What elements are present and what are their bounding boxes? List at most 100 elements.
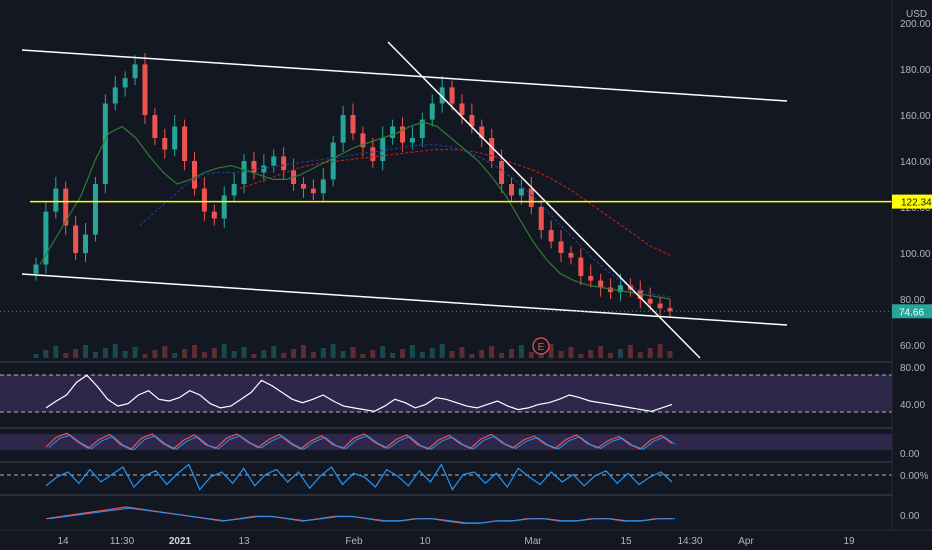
price-tick-label: 60.00 bbox=[900, 341, 925, 352]
candle-body bbox=[43, 211, 49, 265]
level-price-text: 122.34 bbox=[901, 198, 932, 209]
stochastic-level-label: 0.00 bbox=[900, 449, 920, 460]
volume-bar bbox=[330, 344, 336, 358]
volume-bar bbox=[300, 345, 306, 358]
stochastic-signal-line bbox=[48, 434, 676, 451]
moving-average-red bbox=[239, 148, 671, 256]
volume-bar bbox=[518, 345, 524, 358]
rsi-line bbox=[45, 374, 673, 412]
candle-body bbox=[231, 184, 237, 196]
moving-average-green bbox=[39, 121, 671, 300]
volume-bar bbox=[469, 354, 475, 358]
earnings-marker-label: E bbox=[538, 342, 545, 353]
candle-body bbox=[300, 184, 306, 189]
macd-signal-line bbox=[48, 507, 675, 524]
candle-body bbox=[400, 126, 406, 143]
price-tick-label: 100.00 bbox=[900, 249, 931, 260]
volume-bar bbox=[657, 344, 663, 358]
candle-body bbox=[142, 64, 148, 115]
candle-body bbox=[83, 234, 89, 253]
candle-body bbox=[102, 103, 108, 184]
time-label-14: 14 bbox=[57, 536, 69, 547]
time-label-feb: Feb bbox=[345, 536, 363, 547]
rsi-level-label: 40.00 bbox=[900, 400, 925, 411]
time-label-13: 13 bbox=[238, 536, 250, 547]
upper-channel-line[interactable] bbox=[21, 49, 788, 102]
volume-bar bbox=[102, 348, 108, 358]
volume-bar bbox=[449, 351, 455, 358]
price-tick-label: 160.00 bbox=[900, 111, 931, 122]
pane-separators bbox=[0, 361, 932, 496]
volume-bar bbox=[63, 353, 69, 358]
volume-bar bbox=[429, 348, 435, 358]
candle-body bbox=[419, 119, 425, 138]
candle-body bbox=[340, 115, 346, 143]
candle-body bbox=[73, 225, 79, 253]
rsi-pane bbox=[0, 374, 892, 413]
candle-body bbox=[192, 161, 197, 189]
indicator-band bbox=[0, 375, 892, 412]
candle-body bbox=[271, 156, 277, 166]
volume-bar bbox=[33, 354, 39, 358]
volume-bar bbox=[271, 346, 277, 358]
volume-bar bbox=[112, 344, 118, 358]
price-tick-label: 200.00 bbox=[900, 19, 931, 30]
stochastic-line bbox=[45, 432, 673, 451]
candle-body bbox=[390, 126, 396, 138]
volume-bar bbox=[221, 344, 227, 358]
candle-body bbox=[509, 184, 514, 196]
volume-bar bbox=[499, 353, 505, 358]
candle-body bbox=[667, 308, 673, 312]
volume-bar bbox=[92, 352, 98, 358]
candle-body bbox=[122, 78, 128, 88]
downtrend-line[interactable] bbox=[387, 41, 701, 359]
candle-body bbox=[449, 87, 455, 104]
volume-bar bbox=[211, 348, 217, 358]
candle-body bbox=[310, 188, 316, 194]
volume-bar bbox=[617, 349, 623, 358]
volume-bar bbox=[509, 349, 514, 358]
last-price-text: 74.66 bbox=[899, 307, 924, 318]
candle-body bbox=[112, 87, 118, 104]
candle-body bbox=[172, 126, 178, 150]
candle-body bbox=[221, 195, 227, 219]
volume-bar bbox=[548, 344, 554, 358]
candle-body bbox=[201, 188, 207, 212]
candle-body bbox=[182, 126, 188, 161]
candle-body bbox=[617, 285, 623, 293]
volume-bar bbox=[637, 352, 643, 358]
volume-bar bbox=[578, 354, 584, 358]
earnings-marker[interactable]: E bbox=[532, 337, 550, 355]
volume-bar bbox=[568, 347, 574, 358]
candle-body bbox=[63, 188, 69, 226]
volume-bar bbox=[390, 353, 396, 358]
volume-bar bbox=[419, 352, 425, 358]
volume-bar bbox=[608, 353, 614, 358]
candle-body bbox=[380, 138, 386, 161]
volume-bar bbox=[320, 348, 326, 358]
volume-bar bbox=[53, 346, 59, 358]
lower-channel-line[interactable] bbox=[21, 273, 788, 326]
candle-body bbox=[479, 126, 485, 138]
oscillator-pane bbox=[0, 463, 892, 491]
last-price-label: 74.66 bbox=[892, 304, 932, 319]
price-axis[interactable]: USD 200.00180.00160.00140.00120.00100.00… bbox=[891, 0, 932, 530]
time-label-mar: Mar bbox=[524, 536, 542, 547]
time-label-apr: Apr bbox=[738, 536, 754, 547]
time-label-19: 19 bbox=[843, 536, 855, 547]
volume-bar bbox=[43, 350, 49, 358]
volume-bar bbox=[439, 344, 445, 358]
candle-body bbox=[459, 103, 465, 115]
time-label-2021: 2021 bbox=[169, 536, 192, 547]
candle-body bbox=[33, 264, 39, 274]
candle-body bbox=[241, 161, 247, 184]
volume-bar bbox=[231, 351, 237, 358]
oscillator-line bbox=[45, 463, 673, 491]
volume-bar bbox=[281, 353, 287, 358]
time-axis[interactable]: 14 11:30 2021 13 Feb 10 Mar 15 14:30 Apr… bbox=[0, 529, 932, 547]
volume-bar bbox=[528, 352, 534, 358]
volume-bar bbox=[192, 345, 197, 358]
candle-body bbox=[568, 253, 574, 258]
volume-bar bbox=[241, 347, 247, 358]
